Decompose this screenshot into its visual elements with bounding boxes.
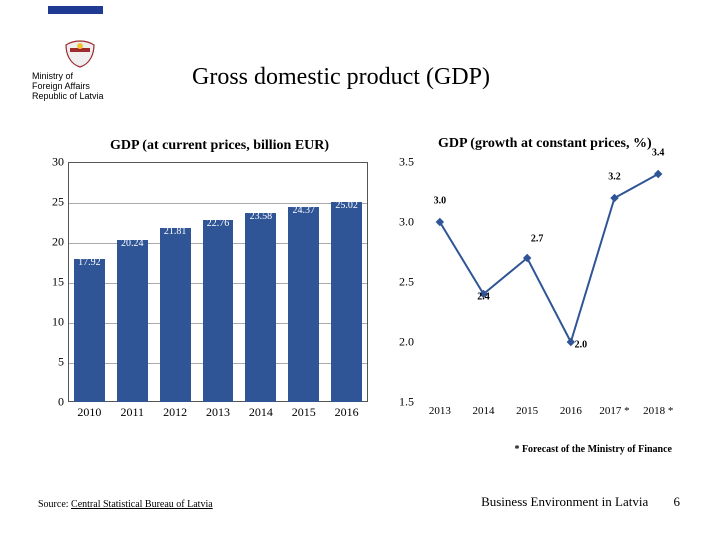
- logo-text-3: Republic of Latvia: [32, 92, 127, 102]
- bar-y-tick: 25: [40, 195, 64, 210]
- line-x-tick: 2015: [505, 405, 549, 417]
- line-value-label: 3.4: [652, 148, 665, 159]
- bar-y-tick: 30: [40, 155, 64, 170]
- bar: 17.92: [74, 259, 105, 402]
- bar-x-tick: 2012: [154, 405, 197, 420]
- bar-x-tick: 2014: [239, 405, 282, 420]
- line-x-tick: 2017 *: [593, 405, 637, 417]
- bar: 22.76: [203, 220, 234, 402]
- line-plot-area: 3.02.42.72.03.23.4: [418, 162, 680, 402]
- line-x-tick: 2013: [418, 405, 462, 417]
- bar-y-tick: 5: [40, 355, 64, 370]
- footer-right: Business Environment in Latvia 6: [481, 494, 680, 510]
- source-prefix: Source:: [38, 499, 71, 510]
- bar-y-tick: 15: [40, 275, 64, 290]
- page-title: Gross domestic product (GDP): [192, 64, 490, 91]
- bar-x-tick: 2011: [111, 405, 154, 420]
- forecast-footnote: * Forecast of the Ministry of Finance: [514, 444, 672, 455]
- header-accent-bar: [48, 6, 103, 14]
- line-value-label: 2.4: [477, 292, 490, 303]
- bar-x-tick: 2010: [68, 405, 111, 420]
- bar-chart: 17.9220.2421.8122.7623.5824.3725.02 2010…: [40, 162, 375, 424]
- line-x-axis: 20132014201520162017 *2018 *: [418, 405, 680, 417]
- line-value-label: 2.7: [531, 234, 544, 245]
- line-marker: [610, 194, 618, 202]
- bar: 23.58: [245, 213, 276, 402]
- page-number: 6: [674, 494, 681, 510]
- line-x-tick: 2018 *: [636, 405, 680, 417]
- bar-x-axis: 2010201120122013201420152016: [68, 405, 368, 420]
- bar-series: 17.92 20.24 21.81 22.76 23.58 24.37 25.02: [68, 162, 368, 402]
- bar-y-tick: 0: [40, 395, 64, 410]
- shield-icon: [63, 40, 97, 68]
- footer-text: Business Environment in Latvia: [481, 494, 648, 509]
- bar: 25.02: [331, 202, 362, 402]
- line-chart: 3.02.42.72.03.23.4 20132014201520162017 …: [390, 162, 690, 424]
- line-marker: [654, 170, 662, 178]
- bar-x-tick: 2015: [282, 405, 325, 420]
- ministry-logo: Ministry of Foreign Affairs Republic of …: [32, 40, 127, 102]
- bar-x-tick: 2013: [197, 405, 240, 420]
- line-value-label: 3.0: [434, 196, 447, 207]
- line-x-tick: 2014: [462, 405, 506, 417]
- line-y-tick: 2.0: [390, 335, 414, 350]
- bar-value-label: 17.92: [78, 257, 101, 268]
- line-value-label: 3.2: [608, 172, 621, 183]
- bar-value-label: 20.24: [121, 238, 144, 249]
- bar-value-label: 22.76: [207, 218, 230, 229]
- line-value-label: 2.0: [575, 340, 588, 351]
- bar-value-label: 24.37: [292, 205, 315, 216]
- line-y-tick: 3.0: [390, 215, 414, 230]
- bar-value-label: 25.02: [335, 200, 358, 211]
- bar: 20.24: [117, 240, 148, 402]
- bar: 21.81: [160, 228, 191, 402]
- bar: 24.37: [288, 207, 319, 402]
- line-series: [440, 174, 658, 342]
- bar-value-label: 21.81: [164, 226, 187, 237]
- line-chart-title: GDP (growth at constant prices, %): [438, 136, 652, 152]
- bar-y-tick: 20: [40, 235, 64, 250]
- source-citation: Source: Central Statistical Bureau of La…: [38, 499, 213, 510]
- bar-x-tick: 2016: [325, 405, 368, 420]
- bar-chart-title: GDP (at current prices, billion EUR): [110, 138, 329, 154]
- bar-y-tick: 10: [40, 315, 64, 330]
- line-y-tick: 1.5: [390, 395, 414, 410]
- line-y-tick: 2.5: [390, 275, 414, 290]
- bar-value-label: 23.58: [250, 211, 273, 222]
- source-link[interactable]: Central Statistical Bureau of Latvia: [71, 499, 213, 510]
- line-y-tick: 3.5: [390, 155, 414, 170]
- line-x-tick: 2016: [549, 405, 593, 417]
